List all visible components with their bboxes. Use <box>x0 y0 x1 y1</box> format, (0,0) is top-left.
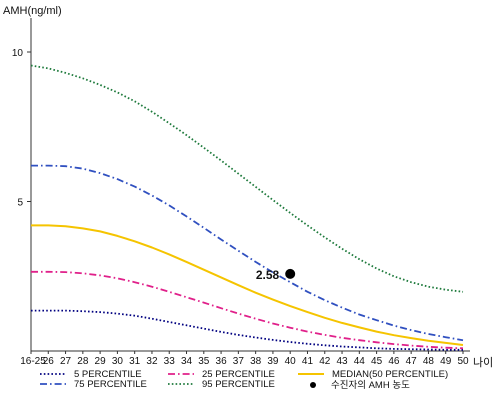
x-tick-label: 33 <box>164 356 176 367</box>
y-tick-label: 10 <box>12 48 24 59</box>
series-lines <box>30 64 464 351</box>
x-tick-label: 43 <box>336 356 348 367</box>
x-tick-label: 48 <box>423 356 435 367</box>
x-tick-label: 31 <box>129 356 141 367</box>
legend-label: 수진자의 AMH 농도 <box>331 380 410 391</box>
x-axis-label: 나이 <box>473 356 493 369</box>
x-tick-label: 27 <box>60 356 72 367</box>
x-tick-label: 40 <box>285 356 297 367</box>
x-tick-label: 36 <box>216 356 228 367</box>
legend-patient-marker <box>310 382 316 388</box>
series-line-median-50-percentile <box>31 224 464 346</box>
x-tick-label: 46 <box>388 356 400 367</box>
x-tick-label: 32 <box>146 356 158 367</box>
x-tick-label: 34 <box>181 356 193 367</box>
x-tick-label: 35 <box>198 356 210 367</box>
x-tick-label: 29 <box>95 356 107 367</box>
y-ticks: 5 10 <box>12 48 31 209</box>
legend-label: MEDIAN(50 PERCENTILE) <box>332 369 448 380</box>
x-tick-label: 47 <box>406 356 418 367</box>
legend-label: 75 PERCENTILE <box>74 379 147 390</box>
legend-label: 5 PERCENTILE <box>74 369 142 380</box>
series-line-95-percentile <box>30 64 464 293</box>
x-tick-label: 30 <box>112 356 124 367</box>
axes: AMH(ng/ml) 나이 <box>3 5 493 369</box>
patient-point <box>285 268 296 279</box>
x-tick-label: 26 <box>43 356 55 367</box>
patient-point-label: 2.58 <box>256 268 280 282</box>
y-axis-label: AMH(ng/ml) <box>3 5 62 17</box>
legend-label: 25 PERCENTILE <box>202 369 275 380</box>
series-line-5-percentile <box>31 309 463 351</box>
x-tick-label: 41 <box>302 356 314 367</box>
series-line-25-percentile <box>31 270 464 350</box>
x-tick-label: 49 <box>440 356 452 367</box>
x-tick-label: 44 <box>354 356 366 367</box>
x-tick-label: 50 <box>457 356 469 367</box>
x-tick-label: 39 <box>267 356 279 367</box>
legend-label: 95 PERCENTILE <box>202 379 275 390</box>
x-tick-label: 28 <box>77 356 89 367</box>
x-tick-label: 37 <box>233 356 245 367</box>
x-tick-label: 38 <box>250 356 262 367</box>
x-tick-label: 16-25 <box>20 356 46 367</box>
x-tick-label: 42 <box>319 356 331 367</box>
series-line-75-percentile <box>31 164 464 342</box>
patient-marker: 2.58 <box>256 268 296 282</box>
x-tick-label: 45 <box>371 356 383 367</box>
y-tick-label: 5 <box>17 198 23 209</box>
